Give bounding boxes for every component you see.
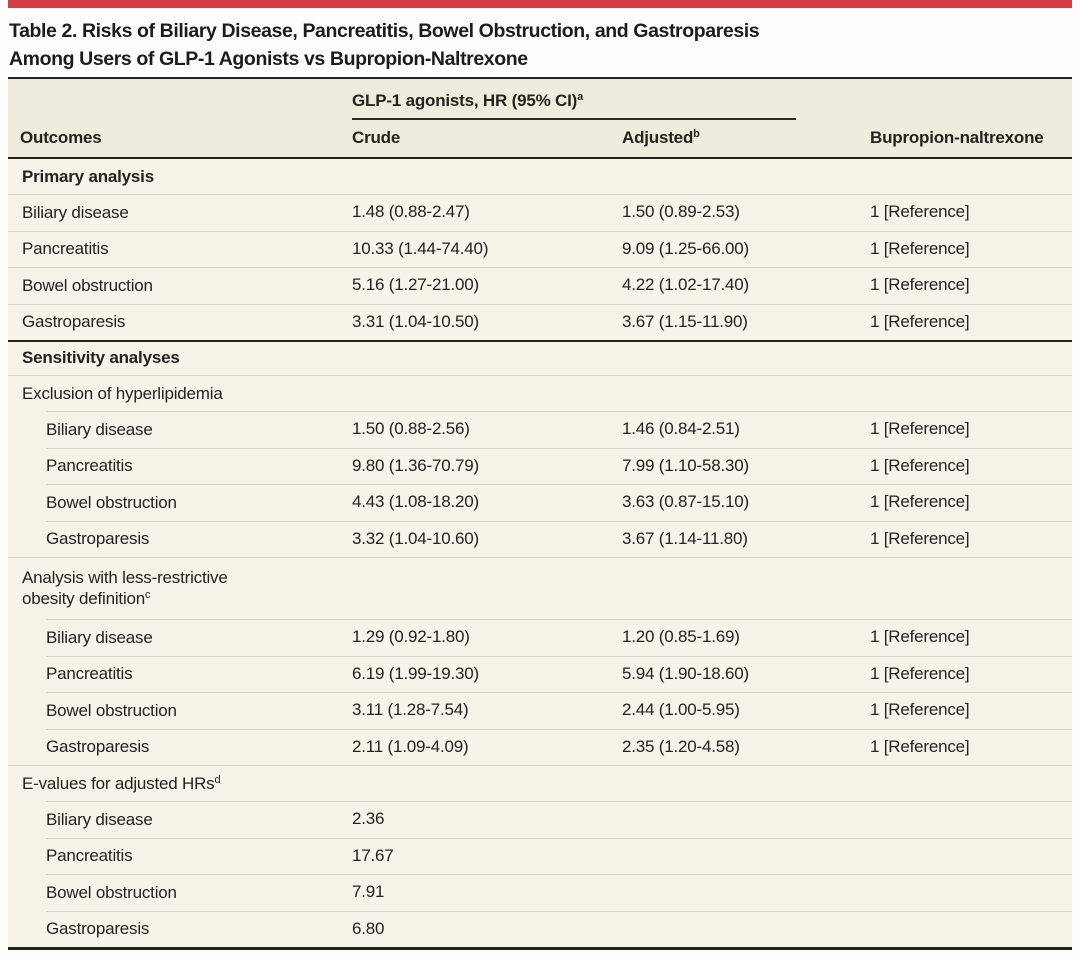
reference-cell: 1 [Reference] [870,202,970,222]
reference-cell: 1 [Reference] [870,663,970,683]
adjusted-cell: 9.09 (1.25-66.00) [622,238,750,258]
column-header-adjusted: Adjustedb [622,128,700,147]
results-table: GLP-1 agonists, HR (95% CI)a Outcomes Cr… [8,77,1072,950]
crude-cell: 3.32 (1.04-10.60) [352,528,480,548]
table-row: Primary analysis [8,159,1072,194]
subsection-header-cell: Analysis with less-restrictive obesity d… [22,568,228,608]
crude-cell: 6.19 (1.99-19.30) [352,663,480,683]
table-row: Pancreatitis 10.33 (1.44-74.40) 9.09 (1.25… [8,230,1072,268]
crude-cell: 9.80 (1.36-70.79) [352,455,480,475]
table-title: Table 2. Risks of Biliary Disease, Pancr… [9,17,1072,73]
table-row: Bowel obstruction 4.43 (1.08-18.20) 3.63 (… [8,484,1072,521]
column-header-outcomes: Outcomes [20,128,102,147]
adjusted-cell: 3.67 (1.15-11.90) [622,311,748,331]
table-row: Gastroparesis 6.80 [8,910,1072,948]
table-header: GLP-1 agonists, HR (95% CI)a Outcomes Cr… [8,79,1072,159]
table-row: Gastroparesis 2.11 (1.09-4.09) 2.35 (1.20-… [8,728,1072,766]
reference-cell: 1 [Reference] [870,528,970,548]
crude-cell: 17.67 [352,845,394,865]
section-header-cell: Sensitivity analyses [22,348,180,367]
table-title-line2: Among Users of GLP-1 Agonists vs Bupropi… [9,48,528,70]
reference-cell: 1 [Reference] [870,627,970,647]
outcome-cell: Biliary disease [46,419,153,439]
reference-cell: 1 [Reference] [870,419,970,439]
group-header-glp1: GLP-1 agonists, HR (95% CI)a [352,79,870,124]
crude-cell: 10.33 (1.44-74.40) [352,238,489,258]
table-row: E-values for adjusted HRsd [8,765,1072,801]
outcome-cell: Pancreatitis [46,664,133,684]
column-header-bupropion-naltrexone: Bupropion-naltrexone [870,128,1044,147]
outcome-cell: Biliary disease [22,202,129,222]
crude-cell: 5.16 (1.27-21.00) [352,275,480,295]
table-row: Bowel obstruction 5.16 (1.27-21.00) 4.22 (… [8,267,1072,304]
table-row: Sensitivity analyses [8,340,1072,375]
adjusted-cell: 2.44 (1.00-5.95) [622,700,740,720]
crude-cell: 7.91 [352,882,385,902]
reference-cell: 1 [Reference] [870,275,970,295]
reference-cell: 1 [Reference] [870,311,970,331]
table-row: Biliary disease 1.48 (0.88-2.47) 1.50 (0.8… [8,194,1072,231]
table-row: Pancreatitis 6.19 (1.99-19.30) 5.94 (1.90-… [8,655,1072,693]
outcome-cell: Biliary disease [46,809,153,829]
table-row: Exclusion of hyperlipidemia [8,375,1072,411]
crude-cell: 2.36 [352,809,385,829]
crude-cell: 1.48 (0.88-2.47) [352,202,470,222]
crude-cell: 4.43 (1.08-18.20) [352,492,480,512]
outcome-cell: Pancreatitis [46,846,133,866]
table-row: Analysis with less-restrictive obesity d… [8,557,1072,619]
adjusted-cell: 3.67 (1.14-11.80) [622,528,748,548]
crude-cell: 2.11 (1.09-4.09) [352,736,469,756]
column-header-crude: Crude [352,128,401,147]
subsection-header-cell: E-values for adjusted HRsd [22,773,221,793]
adjusted-cell: 1.46 (0.84-2.51) [622,419,740,439]
adjusted-cell: 1.20 (0.85-1.69) [622,627,740,647]
outcome-cell: Gastroparesis [46,737,150,757]
reference-cell: 1 [Reference] [870,492,970,512]
adjusted-cell: 1.50 (0.89-2.53) [622,202,740,222]
adjusted-cell: 3.63 (0.87-15.10) [622,492,750,512]
outcome-cell: Pancreatitis [22,239,109,259]
subsection-header-cell: Exclusion of hyperlipidemia [22,383,223,403]
table-row: Biliary disease 2.36 [8,801,1072,838]
crude-cell: 1.50 (0.88-2.56) [352,419,470,439]
crude-cell: 3.31 (1.04-10.50) [352,311,480,331]
crude-cell: 3.11 (1.28-7.54) [352,700,469,720]
outcome-cell: Gastroparesis [22,312,126,332]
table-row: Pancreatitis 9.80 (1.36-70.79) 7.99 (1.10-… [8,447,1072,485]
table-row: Bowel obstruction 7.91 [8,874,1072,911]
outcome-cell: Bowel obstruction [46,700,177,720]
reference-cell: 1 [Reference] [870,700,970,720]
reference-cell: 1 [Reference] [870,736,970,756]
reference-cell: 1 [Reference] [870,455,970,475]
table-row: Biliary disease 1.29 (0.92-1.80) 1.20 (0.8… [8,619,1072,656]
section-header-cell: Primary analysis [22,167,154,186]
adjusted-cell: 5.94 (1.90-18.60) [622,663,750,683]
table-row: Gastroparesis 3.31 (1.04-10.50) 3.67 (1.15… [8,303,1072,341]
outcome-cell: Bowel obstruction [46,882,177,902]
adjusted-cell: 2.35 (1.20-4.58) [622,736,740,756]
table-row: Gastroparesis 3.32 (1.04-10.60) 3.67 (1.14… [8,520,1072,558]
table-title-line1: Table 2. Risks of Biliary Disease, Pancr… [9,20,760,42]
accent-top-bar [8,0,1072,8]
outcome-cell: Gastroparesis [46,529,150,549]
outcome-cell: Gastroparesis [46,919,150,939]
outcome-cell: Biliary disease [46,627,153,647]
outcome-cell: Bowel obstruction [22,275,153,295]
table-row: Biliary disease 1.50 (0.88-2.56) 1.46 (0.8… [8,411,1072,448]
outcome-cell: Bowel obstruction [46,492,177,512]
outcome-cell: Pancreatitis [46,456,133,476]
table-body: Primary analysis Biliary disease 1.48 (0.8… [8,159,1072,947]
group-header-label: GLP-1 agonists, HR (95% CI)a [352,91,796,120]
reference-cell: 1 [Reference] [870,238,970,258]
table-row: Bowel obstruction 3.11 (1.28-7.54) 2.44 (1… [8,692,1072,729]
table-row: Pancreatitis 17.67 [8,837,1072,875]
crude-cell: 6.80 [352,918,385,938]
crude-cell: 1.29 (0.92-1.80) [352,627,470,647]
adjusted-cell: 4.22 (1.02-17.40) [622,275,750,295]
adjusted-cell: 7.99 (1.10-58.30) [622,455,750,475]
